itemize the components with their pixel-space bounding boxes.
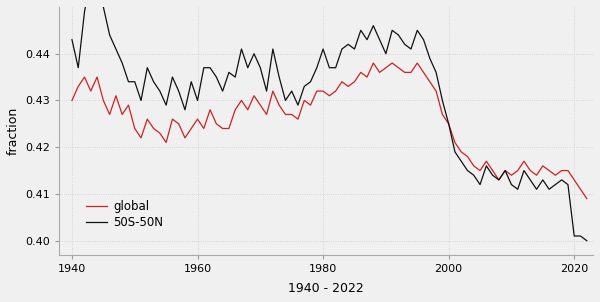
global — [445, 122, 452, 126]
global — [143, 117, 151, 121]
global — [382, 66, 389, 69]
global — [370, 61, 377, 65]
50S-50N — [382, 52, 389, 56]
Legend: global, 50S-50N: global, 50S-50N — [82, 195, 168, 234]
50S-50N — [583, 239, 590, 243]
global — [583, 197, 590, 201]
global — [476, 169, 484, 172]
Line: global: global — [72, 63, 587, 199]
50S-50N — [68, 38, 76, 41]
Y-axis label: fraction: fraction — [7, 107, 20, 155]
50S-50N — [106, 33, 113, 37]
50S-50N — [476, 183, 484, 186]
global — [100, 99, 107, 102]
global — [68, 99, 76, 102]
global — [175, 122, 182, 126]
50S-50N — [445, 122, 452, 126]
X-axis label: 1940 - 2022: 1940 - 2022 — [289, 282, 364, 295]
50S-50N — [150, 80, 157, 84]
Line: 50S-50N: 50S-50N — [72, 0, 587, 241]
50S-50N — [181, 108, 188, 112]
